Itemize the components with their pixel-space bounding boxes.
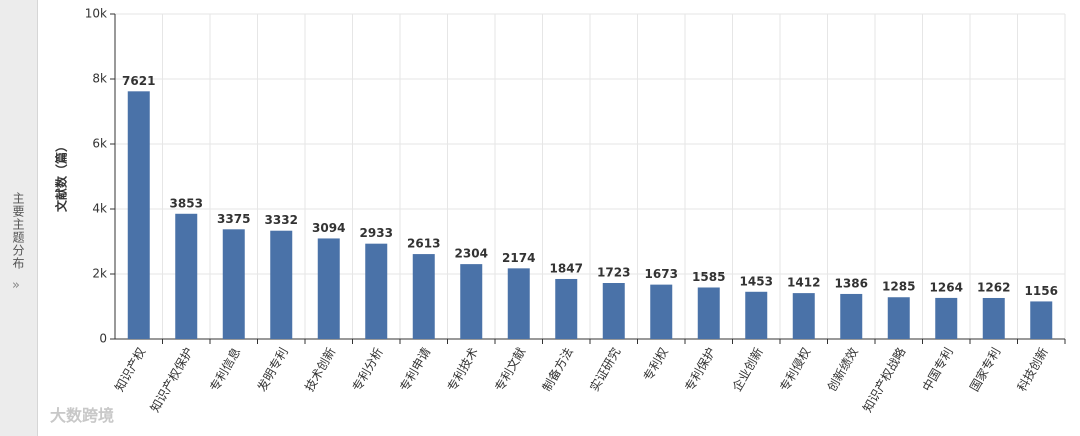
bar: [935, 297, 958, 339]
data-label: 3375: [217, 212, 250, 226]
bar: [745, 291, 768, 339]
bar: [1030, 301, 1053, 339]
x-tick-label: 专利信息: [206, 345, 243, 394]
bar: [555, 278, 578, 339]
x-tick-label: 企业创新: [729, 345, 766, 394]
bar: [412, 254, 435, 339]
bar: [270, 230, 293, 339]
data-label: 1453: [740, 274, 773, 288]
bar: [887, 297, 910, 339]
bar: [507, 268, 530, 339]
data-label: 1386: [835, 276, 868, 290]
x-tick-label: 知识产权: [112, 345, 148, 394]
x-tick-label: 发明专利: [254, 345, 291, 394]
bar: [460, 264, 483, 339]
sidebar[interactable]: 主要主题分布 »: [0, 0, 38, 436]
y-axis-label: 文献数（篇）: [54, 140, 69, 212]
x-tick-label: 国家专利: [966, 345, 1003, 394]
data-label: 1285: [882, 280, 915, 294]
expand-icon[interactable]: »: [12, 278, 20, 293]
x-tick-label: 知识产权保护: [148, 345, 196, 414]
data-label: 3094: [312, 221, 345, 235]
data-label: 1412: [787, 276, 820, 290]
bar: [175, 213, 198, 339]
data-label: 1156: [1025, 284, 1058, 298]
x-tick-label: 科技创新: [1014, 345, 1051, 394]
bar: [127, 91, 150, 339]
data-label: 1264: [930, 280, 963, 294]
bar: [840, 293, 863, 339]
data-label: 2304: [455, 247, 488, 261]
bar: [602, 283, 625, 339]
watermark: 大数跨境: [50, 406, 115, 425]
data-label: 3853: [170, 196, 203, 210]
sidebar-label[interactable]: 主要主题分布: [11, 192, 25, 270]
x-tick-label: 实证研究: [586, 345, 623, 394]
x-tick-label: 专利侵权: [776, 345, 813, 394]
x-tick-label: 知识产权战略: [859, 345, 908, 415]
y-tick-label: 8k: [92, 72, 107, 86]
data-label: 7621: [122, 74, 155, 88]
x-tick-label: 专利保护: [681, 345, 718, 394]
x-tick-label: 专利权: [640, 345, 671, 384]
x-tick-label: 专利技术: [444, 345, 481, 394]
x-tick-label: 制备方法: [539, 345, 576, 394]
bar: [697, 287, 720, 339]
x-tick-label: 专利文献: [491, 345, 528, 394]
bar: [792, 293, 815, 339]
bar: [365, 243, 388, 339]
y-tick-label: 2k: [92, 267, 107, 281]
x-tick-label: 专利申请: [396, 345, 433, 394]
y-tick-label: 4k: [92, 202, 107, 216]
data-label: 3332: [265, 213, 298, 227]
data-label: 1262: [977, 280, 1010, 294]
data-label: 2174: [502, 251, 535, 265]
y-tick-label: 0: [99, 332, 107, 346]
data-label: 1847: [550, 261, 583, 275]
data-label: 2933: [360, 226, 393, 240]
x-tick-label: 创新绩效: [824, 345, 861, 394]
data-label: 1673: [645, 267, 678, 281]
x-tick-label: 中国专利: [919, 345, 956, 394]
data-label: 2613: [407, 237, 440, 251]
bar: [317, 238, 340, 339]
y-tick-label: 10k: [85, 7, 107, 21]
x-tick-label: 技术创新: [301, 345, 338, 394]
bar: [982, 297, 1005, 339]
y-tick-label: 6k: [92, 137, 107, 151]
bar: [222, 229, 245, 339]
data-label: 1723: [597, 266, 630, 280]
bar: [650, 284, 673, 339]
x-tick-label: 专利分析: [349, 345, 386, 394]
data-label: 1585: [692, 270, 725, 284]
